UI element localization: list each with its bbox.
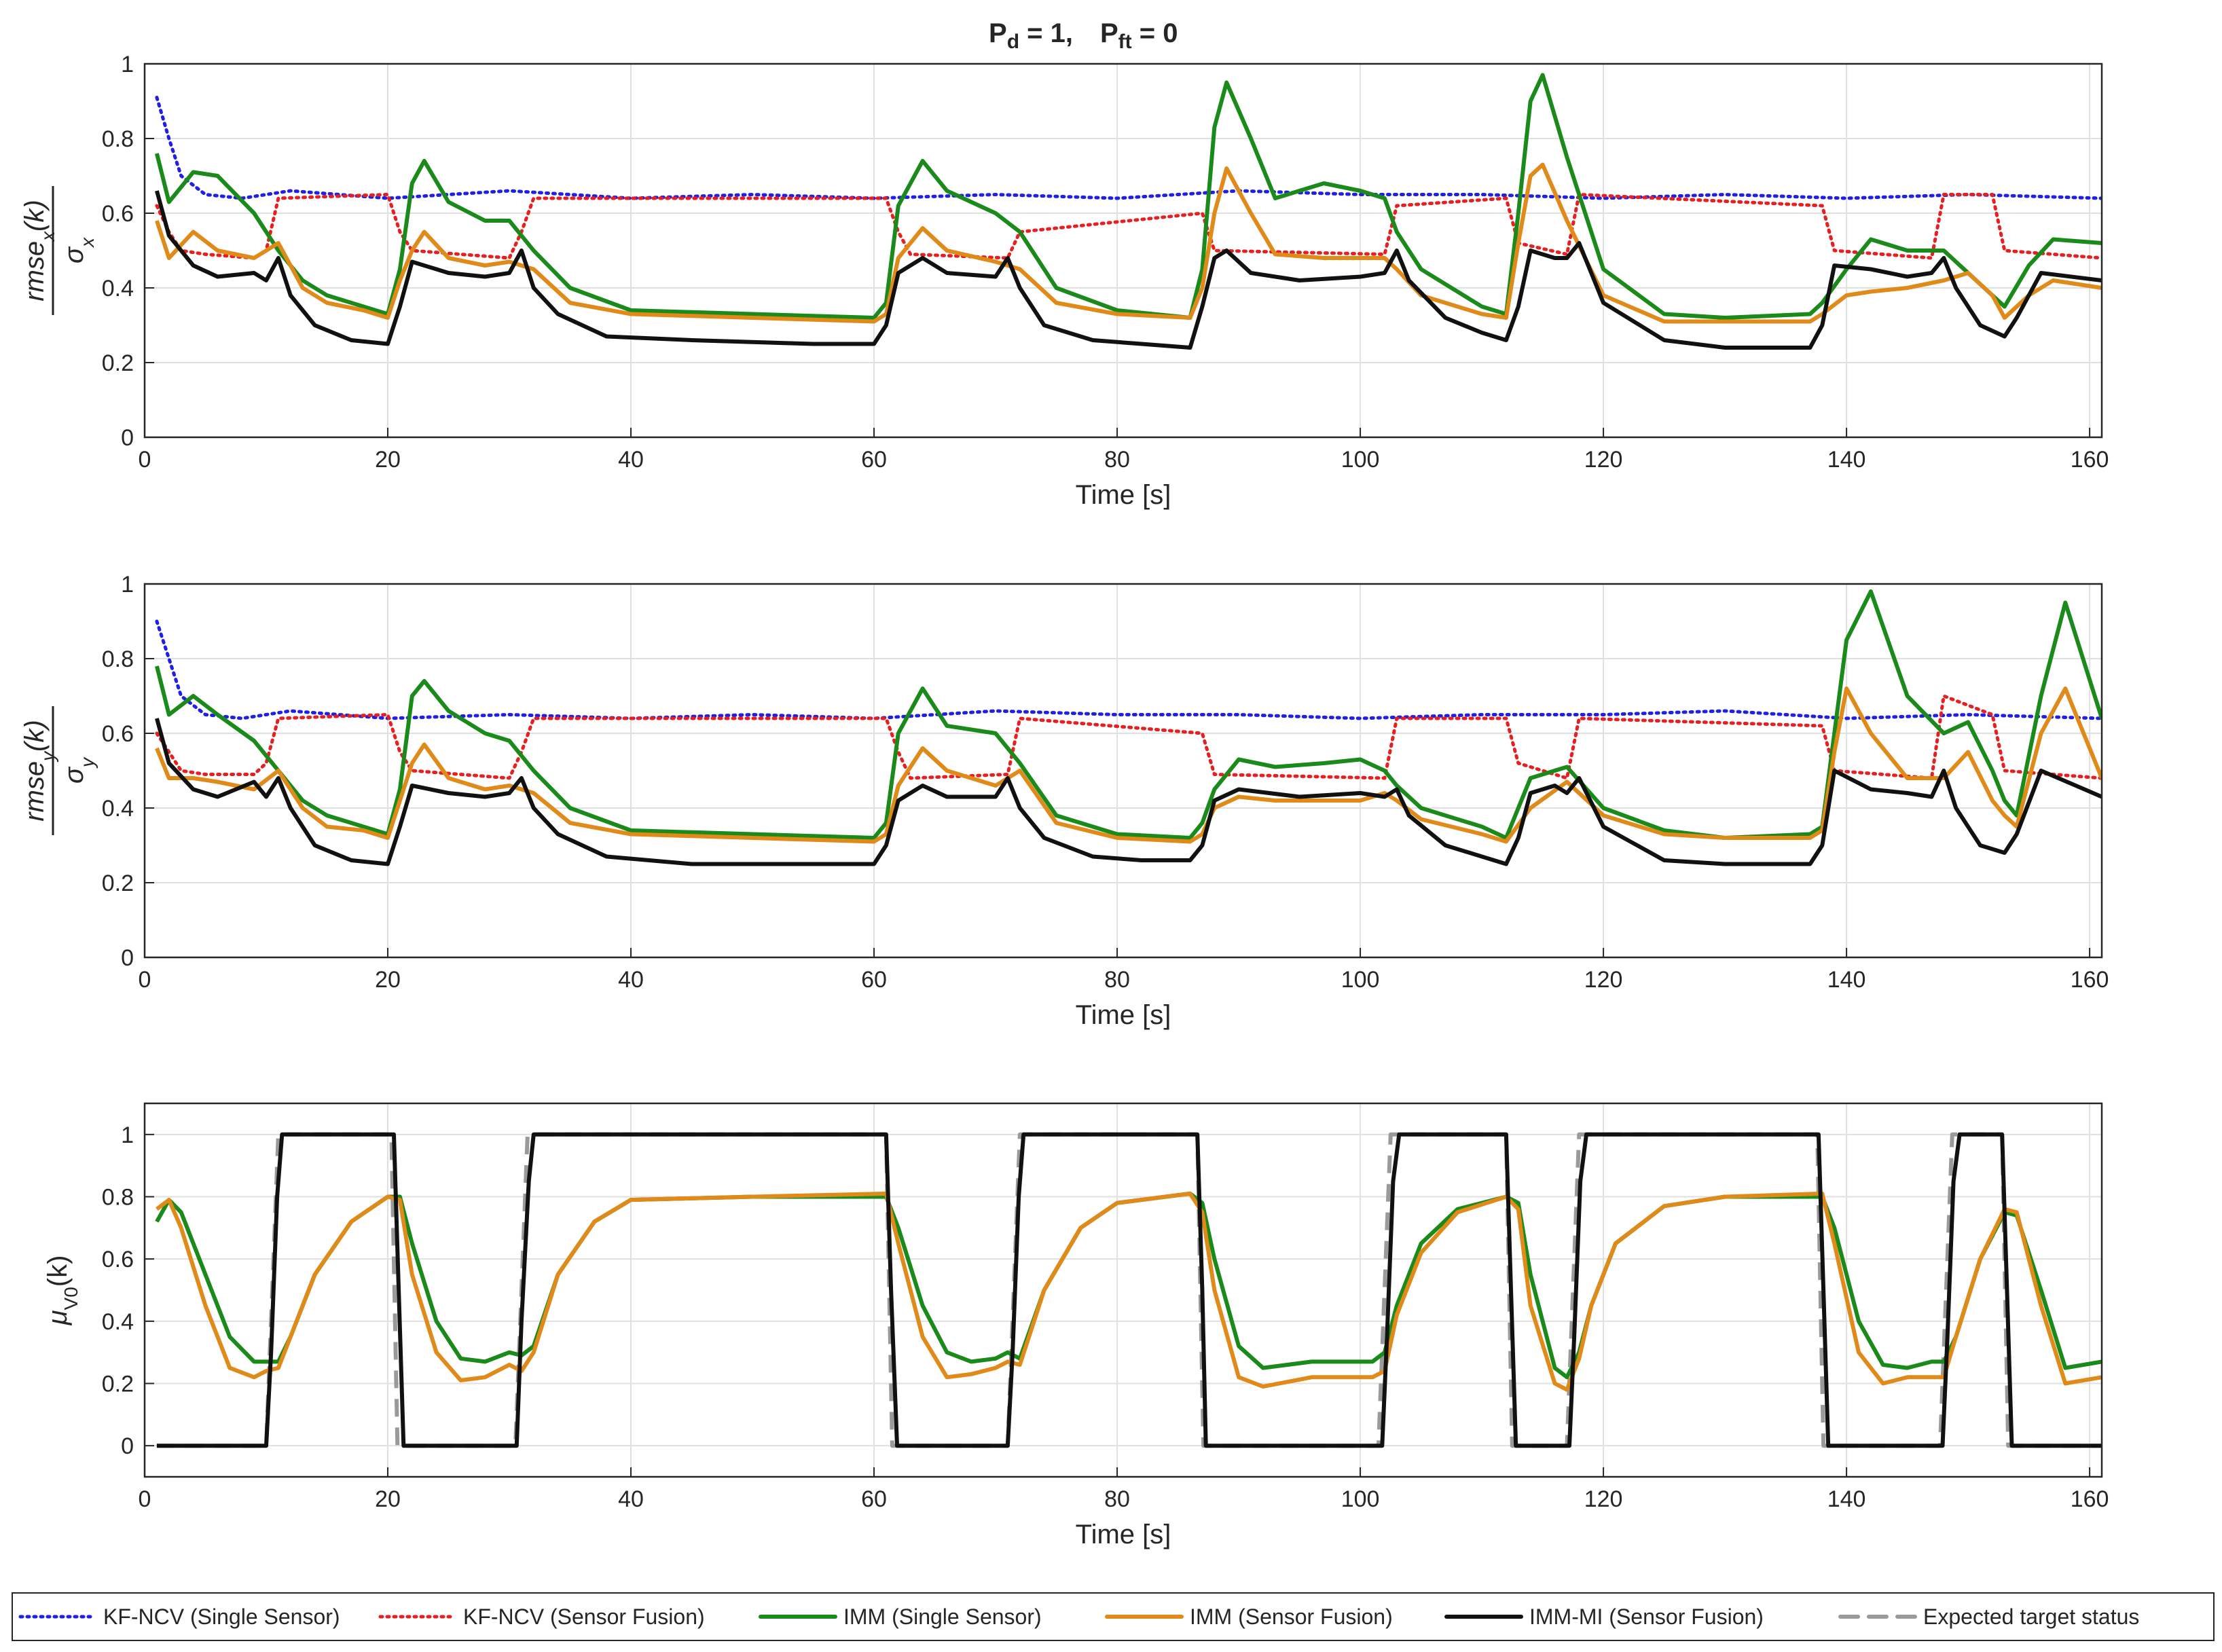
y-tick-label: 0.8 xyxy=(102,646,134,672)
x-tick-label: 60 xyxy=(861,967,887,993)
series-line-imm-fusion xyxy=(155,686,2102,844)
y-label-denominator: σx xyxy=(59,237,98,263)
y-tick-label: 0.4 xyxy=(102,276,134,301)
title-p-d: P xyxy=(989,18,1007,48)
y-axis-label: rmsey(k)σy xyxy=(20,706,98,835)
title-p-ft-sub: ft xyxy=(1118,31,1132,53)
y-tick-label: 0.2 xyxy=(102,870,134,896)
series-line-imm-single xyxy=(154,589,2102,840)
x-tick-label: 100 xyxy=(1341,967,1380,993)
x-tick-label: 60 xyxy=(861,447,887,473)
series-group xyxy=(154,73,2102,350)
series-line-imm-mi xyxy=(155,718,2102,866)
y-label-numerator: rmsex(k) xyxy=(20,200,58,301)
axes-frame xyxy=(143,1102,2103,1478)
y-tick-label: 0.4 xyxy=(102,1309,134,1335)
title-p-d-sub: d xyxy=(1007,31,1019,53)
axes-frame xyxy=(143,62,2103,439)
series-line-imm-single xyxy=(154,73,2102,320)
x-axis-label: Time [s] xyxy=(1076,480,1171,510)
legend-label: IMM-MI (Sensor Fusion) xyxy=(1529,1604,1764,1629)
panel-y: 0 20 40 60 80 100 120 140 160 0 0.2 0.4 0.6 0.8 1 Time … xyxy=(20,572,2109,1030)
series-group xyxy=(155,1132,2102,1448)
y-label-denominator: σy xyxy=(59,756,98,784)
y-tick-label: 0.6 xyxy=(102,1247,134,1272)
title-p-ft: P xyxy=(1100,18,1118,48)
x-axis-label: Time [s] xyxy=(1076,1000,1171,1030)
legend-label: IMM (Single Sensor) xyxy=(843,1604,1042,1629)
y-axis-label: μV0(k) xyxy=(43,1255,81,1326)
y-label-text: μV0(k) xyxy=(43,1255,81,1326)
x-tick-label: 60 xyxy=(861,1486,887,1512)
y-tick-label: 1 xyxy=(121,572,134,598)
legend-item-imm-mi: IMM-MI (Sensor Fusion) xyxy=(1444,1604,1764,1629)
x-tick-label: 100 xyxy=(1341,447,1380,473)
y-tick-label: 0.6 xyxy=(102,201,134,227)
y-tick-label: 0 xyxy=(121,1433,134,1459)
x-tick-label: 120 xyxy=(1584,1486,1623,1512)
x-tick-label: 120 xyxy=(1584,447,1623,473)
x-tick-label: 120 xyxy=(1584,967,1623,993)
x-tick-label: 40 xyxy=(618,1486,644,1512)
chart-panels: 0 20 40 60 80 100 120 140 16000.20.40.60.81Time … xyxy=(20,52,2109,1549)
x-tick-label: 160 xyxy=(2071,967,2109,993)
legend-label: Expected target status xyxy=(1923,1604,2139,1629)
x-tick-label: 140 xyxy=(1827,447,1866,473)
x-tick-label: 80 xyxy=(1104,1486,1130,1512)
x-tick-label: 40 xyxy=(618,967,644,993)
x-tick-label: 0 xyxy=(139,1486,151,1512)
panel-mu: 0 20 40 60 80 100 120 140 160 0 0.2 0.4 0.6 0.8 1 Time … xyxy=(43,1102,2109,1549)
y-axis-label: rmsex(k)σx xyxy=(20,186,98,315)
panel-x: 0 20 40 60 80 100 120 140 160 0 0.2 0.4 0.6 0.8 1 Time … xyxy=(20,52,2109,510)
series-line-imm-fusion xyxy=(155,162,2102,324)
legend-item-kf-single: KF-NCV (Single Sensor) xyxy=(18,1604,340,1629)
legend: KF-NCV (Single Sensor) KF-NCV (Sensor Fus… xyxy=(12,1592,2215,1641)
legend-item-imm-single: IMM (Single Sensor) xyxy=(759,1604,1042,1629)
figure-title: Pd = 1, Pft = 0 xyxy=(989,18,1178,53)
legend-item-expected: Expected target status xyxy=(1838,1604,2139,1629)
x-tick-label: 160 xyxy=(2071,447,2109,473)
x-tick-label: 0 xyxy=(139,447,151,473)
title-p-d-value: = 1, xyxy=(1019,18,1073,48)
legend-item-kf-fusion: KF-NCV (Sensor Fusion) xyxy=(378,1604,705,1629)
y-tick-label: 0.2 xyxy=(102,350,134,376)
series-group xyxy=(154,589,2102,866)
y-tick-label: 1 xyxy=(121,1122,134,1148)
y-tick-label: 0 xyxy=(121,945,134,971)
x-tick-label: 80 xyxy=(1104,447,1130,473)
series-line-imm-mi xyxy=(156,1132,2102,1448)
x-tick-label: 20 xyxy=(375,1486,401,1512)
x-tick-label: 140 xyxy=(1827,967,1866,993)
axes-frame xyxy=(143,583,2103,959)
series-line-imm-mi xyxy=(155,190,2102,350)
x-tick-label: 140 xyxy=(1827,1486,1866,1512)
legend-item-imm-fusion: IMM (Sensor Fusion) xyxy=(1105,1604,1393,1629)
plot-area xyxy=(145,64,2102,437)
y-tick-label: 0.8 xyxy=(102,126,134,152)
legend-label: KF-NCV (Sensor Fusion) xyxy=(463,1604,705,1629)
x-axis-label: Time [s] xyxy=(1076,1520,1171,1549)
y-tick-label: 0.4 xyxy=(102,796,134,822)
y-tick-label: 0.2 xyxy=(102,1372,134,1397)
x-tick-label: 80 xyxy=(1104,967,1130,993)
x-tick-label: 100 xyxy=(1341,1486,1380,1512)
title-p-ft-value: = 0 xyxy=(1132,18,1178,48)
plot-area xyxy=(145,584,2102,957)
y-tick-label: 1 xyxy=(121,52,134,77)
x-tick-label: 160 xyxy=(2071,1486,2109,1512)
x-tick-label: 20 xyxy=(375,447,401,473)
x-tick-label: 40 xyxy=(618,447,644,473)
y-tick-label: 0.8 xyxy=(102,1185,134,1211)
legend-label: IMM (Sensor Fusion) xyxy=(1190,1604,1393,1629)
plot-area xyxy=(145,1103,2102,1477)
x-tick-label: 20 xyxy=(375,967,401,993)
legend-label: KF-NCV (Single Sensor) xyxy=(103,1604,340,1629)
y-tick-label: 0 xyxy=(121,425,134,451)
x-tick-label: 0 xyxy=(139,967,151,993)
series-line-kf-fusion xyxy=(155,193,2102,260)
y-tick-label: 0.6 xyxy=(102,721,134,747)
